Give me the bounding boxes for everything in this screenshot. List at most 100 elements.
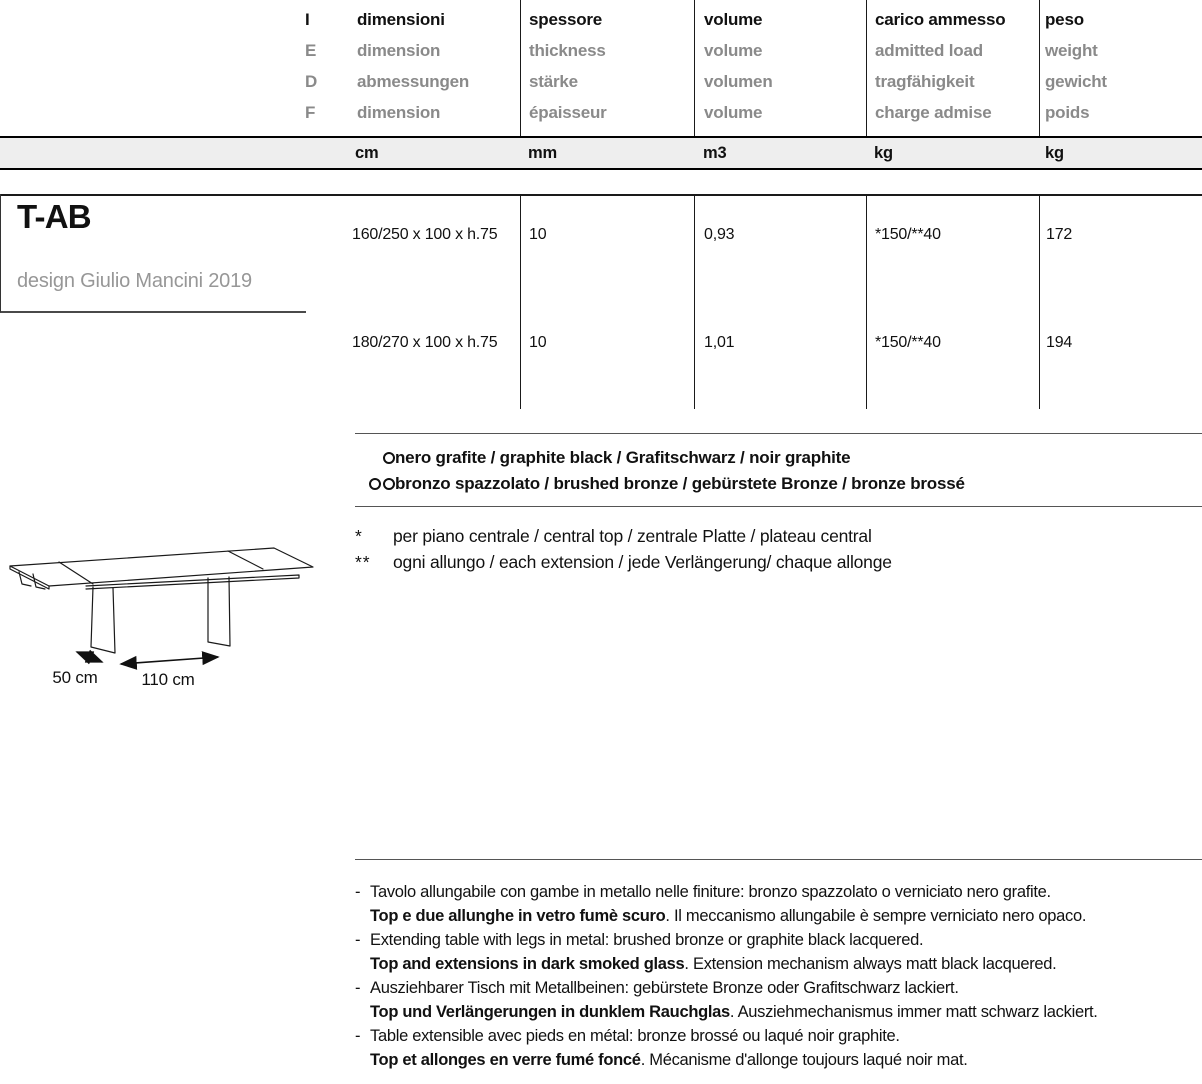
footnote-text: per piano centrale / central top / zentr… bbox=[393, 526, 872, 546]
footnote-central-top: * per piano centrale / central top / zen… bbox=[355, 523, 892, 549]
description-rest: . Extension mechanism always matt black … bbox=[684, 955, 1057, 973]
description-rest: . Mécanisme d'allonge toujours laqué noi… bbox=[640, 1051, 968, 1069]
header-label: volume bbox=[704, 10, 763, 29]
description-bold: Top et allonges en verre fumé foncé bbox=[370, 1051, 641, 1069]
footnote-text: ogni allungo / each extension / jede Ver… bbox=[393, 552, 892, 572]
table-cell-volume-row1: 0,93 bbox=[704, 226, 735, 243]
description-bold: Top and extensions in dark smoked glass bbox=[370, 955, 685, 973]
finish-row-brushed-bronze: bronzo spazzolato / brushed bronze / geb… bbox=[355, 471, 1202, 497]
circle-icon bbox=[383, 452, 395, 464]
header-label: gewicht bbox=[1045, 72, 1107, 91]
lang-letter: E bbox=[305, 41, 317, 60]
table-top bbox=[9, 547, 314, 590]
header-label: volumen bbox=[704, 72, 773, 91]
header-label: abmessungen bbox=[357, 72, 470, 91]
data-column-load: *150/**40 *150/**40 bbox=[866, 196, 1039, 409]
description-item-french: - Table extensible avec pieds en métal: … bbox=[355, 1024, 1202, 1072]
header-label: poids bbox=[1045, 103, 1090, 122]
finish-label: bronzo spazzolato / brushed bronze / geb… bbox=[395, 474, 965, 493]
description-item-english: - Extending table with legs in metal: br… bbox=[355, 928, 1202, 976]
data-column-dimensions: 160/250 x 100 x h.75 180/270 x 100 x h.7… bbox=[0, 196, 520, 409]
product-title: T-AB bbox=[17, 198, 92, 235]
finish-swatch-two-circles bbox=[355, 478, 395, 490]
lang-letter: F bbox=[305, 103, 316, 122]
header-label: thickness bbox=[529, 41, 606, 60]
description-rest: . Ausziehmechanismus immer matt schwarz … bbox=[729, 1003, 1098, 1021]
spec-header-table: I dimensioni E dimension D abmessungen F… bbox=[0, 0, 1202, 136]
units-bar: cm mm m3 kg kg bbox=[0, 136, 1202, 170]
table-cell-weight-row1: 172 bbox=[1046, 226, 1073, 243]
table-cell-dimensions-row1: 160/250 x 100 x h.75 bbox=[352, 226, 498, 243]
footnote-each-extension: ** ogni allungo / each extension / jede … bbox=[355, 549, 892, 575]
finish-swatch-one-circle bbox=[355, 452, 395, 464]
header-label: stärke bbox=[529, 72, 578, 91]
header-label: dimensioni bbox=[357, 10, 445, 29]
description-section: - Tavolo allungabile con gambe in metall… bbox=[355, 859, 1202, 1072]
unit-label: m3 bbox=[703, 144, 727, 162]
data-column-thickness: 10 10 bbox=[520, 196, 694, 409]
dash-bullet: - bbox=[355, 883, 361, 901]
dash-bullet: - bbox=[355, 979, 361, 997]
circle-icon bbox=[369, 478, 381, 490]
header-label: carico ammesso bbox=[875, 10, 1006, 29]
header-column-load: carico ammesso admitted load tragfähigke… bbox=[866, 0, 1039, 136]
dimension-label-110cm: 110 cm bbox=[141, 670, 194, 689]
lang-letter: I bbox=[305, 10, 310, 29]
header-label: charge admise bbox=[875, 103, 992, 122]
table-cell-dimensions-row2: 180/270 x 100 x h.75 bbox=[352, 334, 498, 351]
description-item-german: - Ausziehbarer Tisch mit Metallbeinen: g… bbox=[355, 976, 1202, 1024]
description-lead: Table extensible avec pieds en métal: br… bbox=[370, 1027, 900, 1045]
header-label: weight bbox=[1045, 41, 1098, 60]
table-cell-thickness-row1: 10 bbox=[529, 226, 547, 243]
header-column-volume: volume volume volumen volume bbox=[694, 0, 866, 136]
header-label: dimension bbox=[357, 41, 441, 60]
dash-bullet: - bbox=[355, 1027, 361, 1045]
header-label: volume bbox=[704, 103, 763, 122]
table-illustration: 50 cm 110 cm bbox=[9, 547, 314, 689]
header-label: spessore bbox=[529, 10, 603, 29]
description-item-italian: - Tavolo allungabile con gambe in metall… bbox=[355, 880, 1202, 928]
header-column-thickness: spessore thickness stärke épaisseur bbox=[520, 0, 694, 136]
table-cell-load-row2: *150/**40 bbox=[875, 334, 941, 351]
description-rest: . Il meccanismo allungabile è sempre ver… bbox=[665, 907, 1087, 925]
table-legs bbox=[90, 576, 231, 654]
header-label: peso bbox=[1045, 10, 1084, 29]
description-lead: Extending table with legs in metal: brus… bbox=[370, 931, 924, 949]
unit-label: mm bbox=[528, 144, 557, 162]
header-column-dimensions: I dimensioni E dimension D abmessungen F… bbox=[0, 0, 520, 136]
footnotes-section: * per piano centrale / central top / zen… bbox=[355, 523, 892, 575]
dimension-arrows: 50 cm 110 cm bbox=[52, 649, 220, 689]
spec-data-table: 160/250 x 100 x h.75 180/270 x 100 x h.7… bbox=[0, 194, 1202, 409]
finishes-section: nero grafite / graphite black / Grafitsc… bbox=[355, 433, 1202, 507]
product-designer: design Giulio Mancini 2019 bbox=[17, 270, 252, 292]
description-lead: Tavolo allungabile con gambe in metallo … bbox=[370, 883, 1051, 901]
asterisk-marker: * bbox=[355, 526, 363, 546]
description-bold: Top e due allunghe in vetro fumè scuro bbox=[370, 907, 666, 925]
table-cell-volume-row2: 1,01 bbox=[704, 334, 735, 351]
header-label: épaisseur bbox=[529, 103, 607, 122]
header-label: tragfähigkeit bbox=[875, 72, 975, 91]
dimension-label-50cm: 50 cm bbox=[52, 668, 97, 687]
header-label: admitted load bbox=[875, 41, 983, 60]
description-lead: Ausziehbarer Tisch mit Metallbeinen: geb… bbox=[370, 979, 959, 997]
unit-label: cm bbox=[355, 144, 379, 162]
table-cell-weight-row2: 194 bbox=[1046, 334, 1073, 351]
header-label: volume bbox=[704, 41, 763, 60]
dash-bullet: - bbox=[355, 931, 361, 949]
description-bold: Top und Verlängerungen in dunklem Rauchg… bbox=[370, 1003, 730, 1021]
unit-label: kg bbox=[1045, 144, 1064, 162]
unit-label: kg bbox=[874, 144, 893, 162]
double-asterisk-marker: ** bbox=[355, 552, 371, 572]
product-card: T-AB design Giulio Mancini 2019 bbox=[0, 194, 306, 313]
circle-icon bbox=[383, 478, 395, 490]
header-column-weight: peso weight gewicht poids bbox=[1039, 0, 1202, 136]
table-cell-load-row1: *150/**40 bbox=[875, 226, 941, 243]
lang-letter: D bbox=[305, 72, 318, 91]
header-label: dimension bbox=[357, 103, 441, 122]
finish-label: nero grafite / graphite black / Grafitsc… bbox=[395, 448, 851, 467]
table-cell-thickness-row2: 10 bbox=[529, 334, 547, 351]
finish-row-graphite-black: nero grafite / graphite black / Grafitsc… bbox=[355, 445, 1202, 471]
data-column-volume: 0,93 1,01 bbox=[694, 196, 866, 409]
data-column-weight: 172 194 bbox=[1039, 196, 1202, 409]
